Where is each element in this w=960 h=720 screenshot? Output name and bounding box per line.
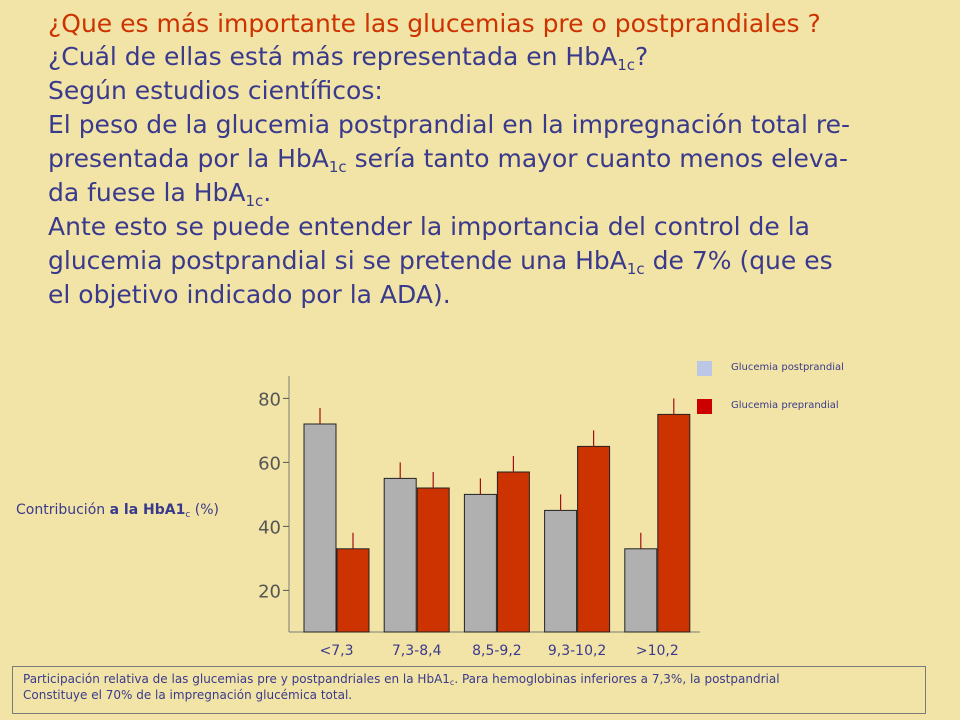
bar-preprandial xyxy=(577,445,611,633)
bar-postprandial xyxy=(624,548,658,633)
bar-preprandial xyxy=(336,548,370,633)
y-tick-label: 60 xyxy=(258,453,281,474)
x-tick-label: 7,3-8,4 xyxy=(392,643,442,659)
text-line-8: el objetivo indicado por la ADA). xyxy=(48,280,451,309)
caption-line-2: Constituye el 70% de la impregnación glu… xyxy=(23,688,353,702)
caption-line-1: Participación relativa de las glucemias … xyxy=(23,672,780,687)
bar-chart: 20 40 60 80 <7,3 7,3-8,4 8,5-9,2 9,3-10,2 >10,2 xyxy=(258,376,700,659)
x-tick-label: >10,2 xyxy=(636,643,679,659)
text-line-5: da fuese la HbA1c. xyxy=(48,178,272,210)
bar-postprandial xyxy=(463,493,497,633)
text-line-1: ¿Cuál de ellas está más representada en … xyxy=(48,42,649,74)
bar-preprandial xyxy=(496,471,530,633)
y-tick-label: 20 xyxy=(258,581,281,602)
legend-swatch-postprandial xyxy=(697,361,712,376)
bar-postprandial xyxy=(303,423,337,633)
bar-postprandial xyxy=(383,477,417,633)
bar-preprandial xyxy=(657,413,691,633)
text-line-4: presentada por la HbA1c sería tanto mayo… xyxy=(48,144,848,176)
question-title: ¿Que es más importante las glucemias pre… xyxy=(48,9,821,38)
y-axis-label: Contribución a la HbA1c (%) xyxy=(16,502,219,520)
body-text: ¿Cuál de ellas está más representada en … xyxy=(48,40,948,312)
x-tick-label: <7,3 xyxy=(320,643,354,659)
text-line-6: Ante esto se puede entender la importanc… xyxy=(48,212,810,241)
y-tick-label: 80 xyxy=(258,389,281,410)
text-line-7: glucemia postprandial si se pretende una… xyxy=(48,246,833,278)
legend-swatch-preprandial xyxy=(697,399,712,414)
text-line-3: El peso de la glucemia postprandial en l… xyxy=(48,110,851,139)
figure-caption: Participación relativa de las glucemias … xyxy=(12,666,926,714)
legend-label-preprandial: Glucemia preprandial xyxy=(731,400,839,411)
x-tick-label: 8,5-9,2 xyxy=(472,643,522,659)
bar-postprandial xyxy=(544,509,578,633)
legend-label-postprandial: Glucemia postprandial xyxy=(731,362,844,373)
text-line-2: Según estudios científicos: xyxy=(48,76,383,105)
y-tick-label: 40 xyxy=(258,517,281,538)
x-tick-label: 9,3-10,2 xyxy=(548,643,607,659)
bar-preprandial xyxy=(416,487,450,633)
